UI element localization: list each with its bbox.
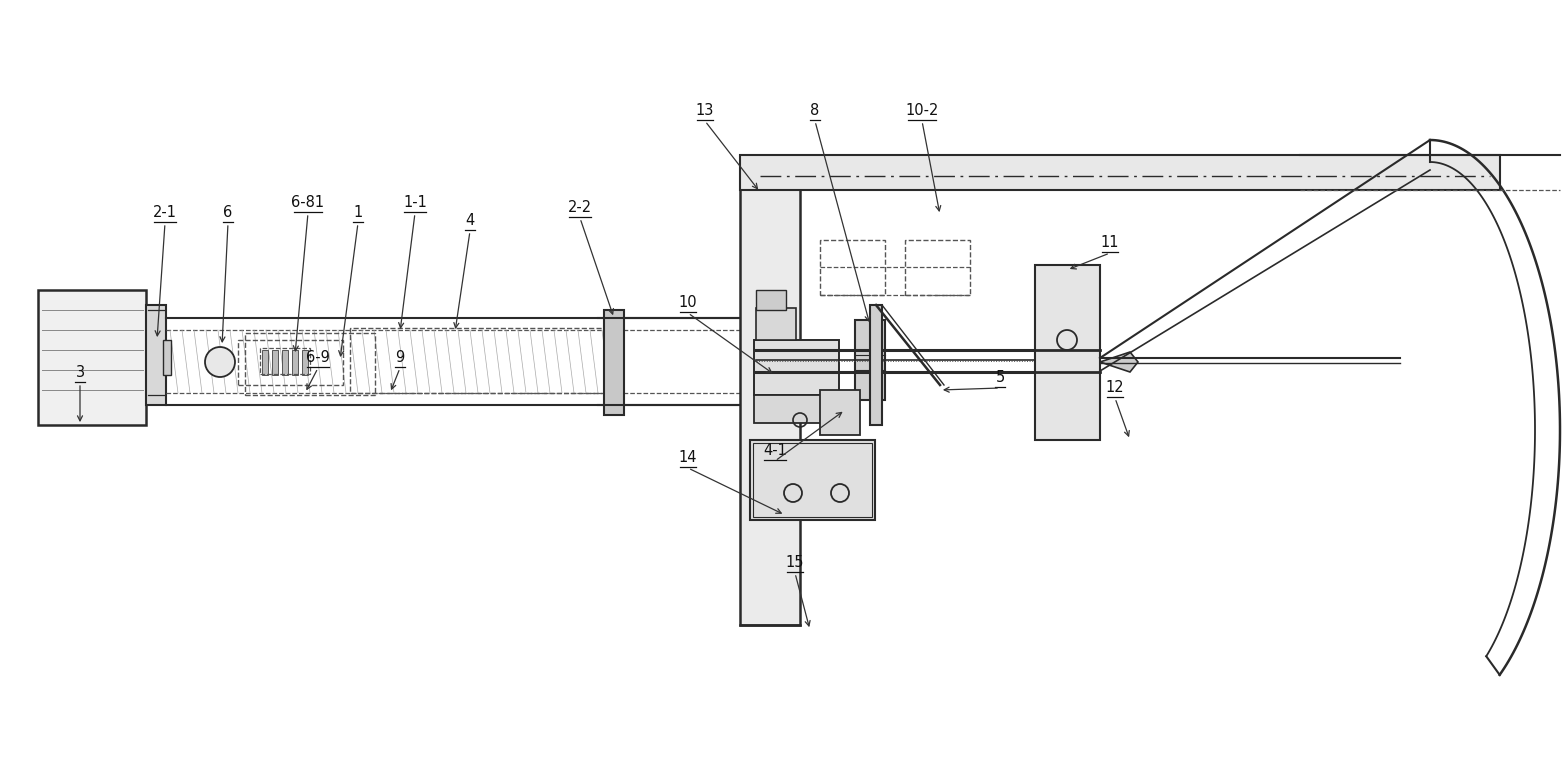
Bar xyxy=(145,305,166,405)
Polygon shape xyxy=(1100,352,1138,372)
Text: 2-1: 2-1 xyxy=(153,205,177,220)
Bar xyxy=(350,328,605,393)
Bar xyxy=(259,348,309,374)
Bar xyxy=(292,350,299,375)
Bar xyxy=(756,308,796,340)
Text: 15: 15 xyxy=(786,555,805,570)
Bar xyxy=(756,290,786,310)
Text: 6-81: 6-81 xyxy=(291,195,325,210)
Circle shape xyxy=(205,347,234,377)
Bar xyxy=(302,350,308,375)
Text: 4-1: 4-1 xyxy=(763,443,786,458)
Bar xyxy=(753,340,839,395)
Bar xyxy=(238,340,342,385)
Bar xyxy=(753,443,872,517)
Text: 12: 12 xyxy=(1105,380,1124,395)
Text: 5: 5 xyxy=(996,370,1005,385)
Bar xyxy=(905,240,971,295)
Bar xyxy=(753,395,839,423)
Bar xyxy=(750,440,875,520)
Bar xyxy=(855,320,885,400)
Text: 3: 3 xyxy=(75,365,84,380)
Bar xyxy=(38,290,145,425)
Bar xyxy=(821,390,860,435)
Text: 6: 6 xyxy=(224,205,233,220)
Bar xyxy=(281,350,288,375)
Bar xyxy=(739,155,1500,190)
Bar xyxy=(603,310,624,415)
Bar xyxy=(263,350,267,375)
Text: 2-2: 2-2 xyxy=(567,200,592,215)
Text: 10-2: 10-2 xyxy=(905,103,939,118)
Text: 1: 1 xyxy=(353,205,363,220)
Bar xyxy=(1035,265,1100,440)
Text: 9: 9 xyxy=(395,350,405,365)
Bar xyxy=(163,340,170,375)
Bar xyxy=(245,333,375,395)
Bar xyxy=(821,240,885,295)
Text: 4: 4 xyxy=(466,213,475,228)
Text: 1-1: 1-1 xyxy=(403,195,427,210)
Text: 8: 8 xyxy=(810,103,819,118)
Text: 6-9: 6-9 xyxy=(306,350,330,365)
Bar xyxy=(272,350,278,375)
Text: 14: 14 xyxy=(678,450,697,465)
Text: 10: 10 xyxy=(678,295,697,310)
Bar xyxy=(739,155,800,625)
Text: 11: 11 xyxy=(1100,235,1119,250)
Text: 13: 13 xyxy=(696,103,714,118)
Bar xyxy=(871,305,882,425)
